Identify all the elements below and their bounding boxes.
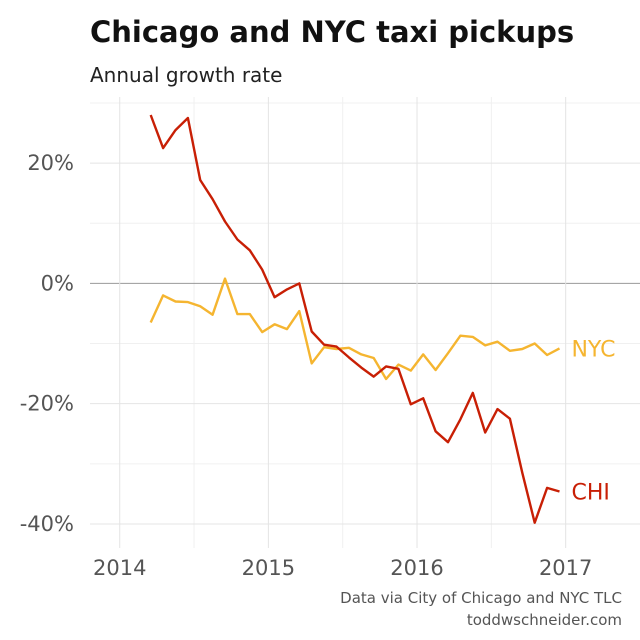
y-tick-label: 0% xyxy=(41,271,74,295)
chart-subtitle: Annual growth rate xyxy=(90,63,282,87)
caption-site: toddwschneider.com xyxy=(467,611,622,629)
chart-title: Chicago and NYC taxi pickups xyxy=(90,15,574,49)
x-tick-label: 2015 xyxy=(242,556,295,580)
series-label-chi: CHI xyxy=(571,480,609,505)
x-tick-label: 2017 xyxy=(539,556,592,580)
series-line-nyc xyxy=(149,277,561,381)
x-tick-label: 2016 xyxy=(390,556,443,580)
series-label-nyc: NYC xyxy=(571,337,615,362)
y-tick-label: -20% xyxy=(20,392,74,416)
x-tick-label: 2014 xyxy=(93,556,146,580)
caption-source: Data via City of Chicago and NYC TLC xyxy=(340,589,622,607)
y-tick-label: 20% xyxy=(27,151,74,175)
plot-area: -40% -20% 0% 20% 2014 2015 2016 2017 NYC CHI xyxy=(20,97,640,580)
series-line-chi xyxy=(149,114,560,524)
y-tick-label: -40% xyxy=(20,512,74,536)
